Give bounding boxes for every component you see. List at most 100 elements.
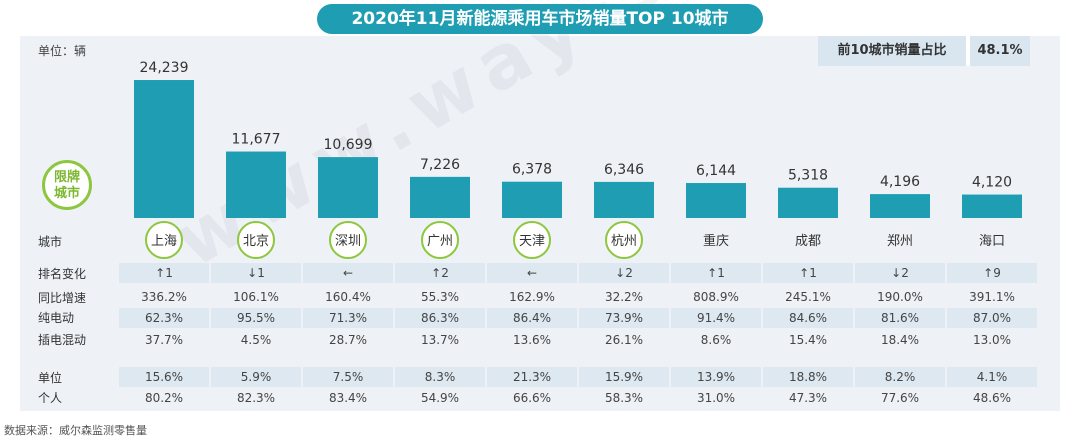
bar-value-label-5: 6,346 [604, 162, 644, 178]
limited-city-circle-3 [421, 221, 459, 259]
limited-city-circle-5 [605, 221, 643, 259]
cell-yoy-6: 808.9% [693, 290, 739, 304]
cell-personal-5: 58.3% [604, 391, 644, 405]
cell-rank-change-1: ↓1 [211, 263, 301, 283]
bar-4 [502, 181, 562, 218]
row-label-bev: 纯电动 [38, 311, 75, 325]
cell-rank-change-9: ↑9 [947, 263, 1037, 283]
cell-personal-9: 48.6% [972, 391, 1012, 405]
cell-org-4: 21.3% [487, 367, 577, 387]
cell-rank-change-8: ↓2 [855, 263, 945, 283]
city-tick-label-6: 重庆 [703, 233, 729, 249]
city-tick-label-4: 天津 [519, 234, 545, 249]
limited-city-badge: 限牌 城市 [42, 160, 92, 210]
cell-rank-change-0: ↑1 [119, 263, 209, 283]
city-tick-label-3: 广州 [427, 234, 453, 249]
bar-0 [134, 80, 194, 218]
cell-phev-3: 13.7% [420, 333, 460, 347]
cell-rank-change-7: ↑1 [763, 263, 853, 283]
cell-yoy-8: 190.0% [877, 290, 923, 304]
cell-org-5: 15.9% [579, 367, 669, 387]
bar-value-label-6: 6,144 [696, 163, 736, 179]
top10-share-label: 前10城市销量占比 [837, 43, 947, 58]
cell-personal-7: 47.3% [788, 391, 828, 405]
bar-value-label-7: 5,318 [788, 168, 828, 184]
cell-yoy-7: 245.1% [785, 290, 831, 304]
cell-org-8: 8.2% [855, 367, 945, 387]
cell-phev-6: 8.6% [700, 333, 732, 347]
cell-rank-change-4: ← [487, 263, 577, 283]
bar-value-label-3: 7,226 [420, 157, 460, 173]
bar-7 [778, 187, 838, 218]
limited-city-circle-1 [237, 221, 275, 259]
bar-value-label-8: 4,196 [880, 174, 920, 190]
bar-8 [870, 194, 930, 218]
bar-2 [318, 157, 378, 218]
cell-phev-4: 13.6% [512, 333, 552, 347]
cell-phev-0: 37.7% [144, 333, 184, 347]
cell-bev-2: 71.3% [303, 308, 393, 328]
bar-6 [686, 183, 746, 218]
cell-personal-1: 82.3% [236, 391, 276, 405]
row-label-personal: 个人 [38, 391, 63, 405]
row-label-org: 单位 [38, 371, 63, 385]
cell-bev-8: 81.6% [855, 308, 945, 328]
cell-yoy-4: 162.9% [509, 290, 555, 304]
cell-bev-7: 84.6% [763, 308, 853, 328]
limited-city-badge-line2: 城市 [53, 186, 80, 201]
city-tick-label-0: 上海 [151, 234, 177, 249]
bar-value-label-0: 24,239 [140, 60, 189, 76]
cell-bev-9: 87.0% [947, 308, 1037, 328]
cell-org-9: 4.1% [947, 367, 1037, 387]
cell-personal-6: 31.0% [696, 391, 736, 405]
row-label-city: 城市 [38, 235, 63, 249]
city-tick-label-1: 北京 [243, 234, 269, 249]
cell-yoy-9: 391.1% [969, 290, 1015, 304]
cell-rank-change-6: ↑1 [671, 263, 761, 283]
cell-bev-4: 86.4% [487, 308, 577, 328]
cell-personal-4: 66.6% [512, 391, 552, 405]
cell-bev-6: 91.4% [671, 308, 761, 328]
cell-bev-5: 73.9% [579, 308, 669, 328]
row-label-phev: 插电混动 [38, 333, 87, 347]
cell-personal-2: 83.4% [328, 391, 368, 405]
bar-value-label-1: 11,677 [232, 132, 281, 148]
cell-phev-5: 26.1% [604, 333, 644, 347]
limited-city-circle-0 [145, 221, 183, 259]
cell-phev-8: 18.4% [880, 333, 920, 347]
cell-phev-9: 13.0% [972, 333, 1012, 347]
bar-value-label-4: 6,378 [512, 162, 552, 178]
cell-org-2: 7.5% [303, 367, 393, 387]
source-note: 数据来源：威尔森监测零售量 [4, 424, 147, 437]
city-tick-label-5: 杭州 [611, 234, 637, 249]
cell-yoy-1: 106.1% [233, 290, 279, 304]
city-tick-label-2: 深圳 [335, 234, 361, 249]
bar-9 [962, 194, 1022, 218]
limited-city-badge-line1: 限牌 [53, 170, 80, 185]
chart-title: 2020年11月新能源乘用车市场销量TOP 10城市 [317, 4, 763, 34]
row-label-yoy: 同比增速 [38, 291, 87, 305]
cell-phev-7: 15.4% [788, 333, 828, 347]
bar-5 [594, 181, 654, 218]
cell-rank-change-2: ← [303, 263, 393, 283]
city-tick-label-9: 海口 [979, 234, 1005, 249]
cell-phev-2: 28.7% [328, 333, 368, 347]
bar-1 [226, 151, 286, 218]
bar-value-label-2: 10,699 [324, 137, 373, 153]
cell-org-7: 18.8% [763, 367, 853, 387]
city-tick-label-7: 成都 [795, 234, 821, 249]
cell-phev-1: 4.5% [240, 333, 272, 347]
cell-org-6: 13.9% [671, 367, 761, 387]
limited-city-circle-2 [329, 221, 367, 259]
top10-share-value: 48.1% [977, 43, 1023, 58]
cell-personal-3: 54.9% [420, 391, 460, 405]
bar-value-label-9: 4,120 [972, 175, 1012, 191]
cell-bev-3: 86.3% [395, 308, 485, 328]
cell-personal-8: 77.6% [880, 391, 920, 405]
limited-city-badge-text: 限牌 城市 [45, 170, 89, 202]
bar-3 [410, 176, 470, 218]
share-divider [966, 36, 970, 66]
cell-yoy-2: 160.4% [325, 290, 371, 304]
cell-yoy-5: 32.2% [604, 290, 644, 304]
